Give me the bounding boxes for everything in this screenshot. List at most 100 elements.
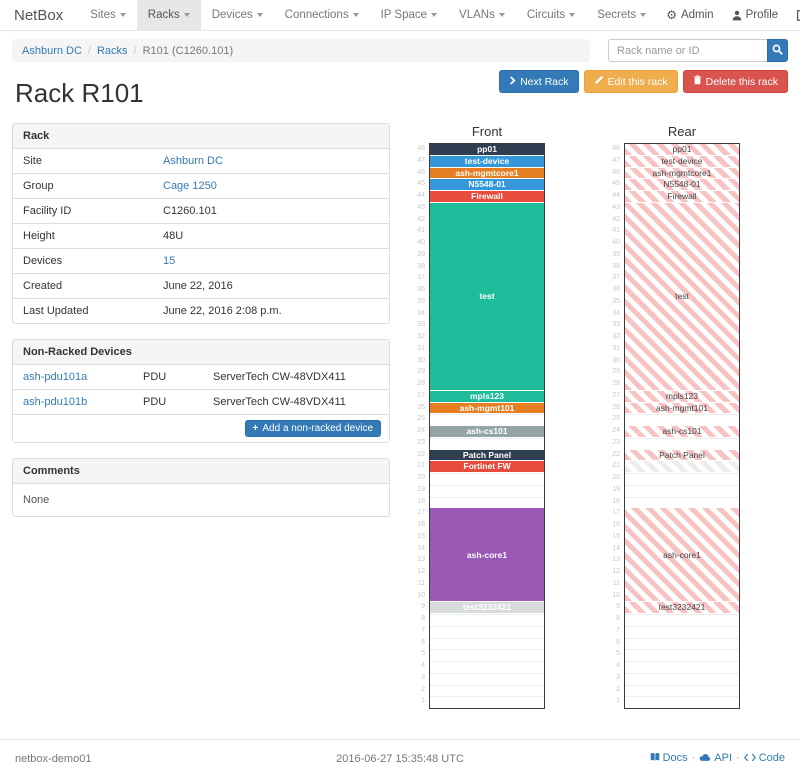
nav-item-log-out[interactable]: Log out [787, 9, 800, 21]
rear-rack-device-test3232421[interactable]: test3232421 [625, 602, 739, 613]
next-rack-button[interactable]: Next Rack [499, 70, 579, 93]
device-link[interactable]: ash-pdu101b [23, 396, 88, 408]
search-input[interactable] [608, 39, 767, 62]
front-rack-device-ash-mgmt101[interactable]: ash-mgmt101 [430, 402, 544, 414]
unit-number: 37 [417, 274, 425, 282]
rack-elevations: Front 48 47 46 45 44 43 42 41 40 39 38 37 36 35 34 33 32… [412, 123, 740, 709]
unit-number: 17 [417, 509, 425, 517]
breadcrumb-link[interactable]: Racks [96, 44, 128, 57]
nav-item-admin[interactable]: ⚙ Admin [666, 8, 714, 22]
nav-item-profile[interactable]: Profile [723, 9, 788, 21]
unit-number: 22 [417, 450, 425, 458]
front-rack-device-ash-mgmtcore1[interactable]: ash-mgmtcore1 [430, 167, 544, 179]
footer-link-code[interactable]: Code [743, 752, 785, 764]
unit-number: 48 [417, 145, 425, 152]
front-rack-device-pp01[interactable]: pp01 [430, 144, 544, 155]
front-rack-device-fortinet-fw[interactable]: Fortinet FW [430, 461, 544, 472]
front-rack-device-ash-core1[interactable]: ash-core1 [430, 508, 544, 602]
nav-item-devices[interactable]: Devices [201, 0, 274, 30]
book-icon [650, 752, 660, 765]
main-content: Rack Site Ashburn DC Group Cage 1250 Facilit… [0, 123, 800, 709]
unit-number: 40 [612, 239, 620, 246]
plus-icon: + [252, 423, 259, 434]
delete-rack-button[interactable]: Delete this rack [682, 70, 788, 93]
rear-rack-device-n5548-01[interactable]: N5548-01 [625, 179, 739, 190]
attr-value: Ashburn DC [153, 149, 389, 174]
front-rack-device-n5548-01[interactable]: N5548-01 [430, 179, 544, 190]
unit-number: 21 [417, 462, 425, 470]
unit-number: 31 [417, 344, 425, 352]
front-rack-device-firewall[interactable]: Firewall [430, 191, 544, 202]
front-rack-device-test3232421[interactable]: test3232421 [430, 602, 544, 613]
footer-link-docs[interactable]: Docs [650, 752, 688, 764]
rack-search [608, 39, 788, 62]
front-rack-device-test-device[interactable]: test-device [430, 155, 544, 167]
rack-unit-divider [430, 649, 544, 651]
nav-item-circuits[interactable]: Circuits [516, 0, 586, 30]
breadcrumb-link[interactable]: Ashburn DC [22, 44, 82, 57]
footer-separator: · [736, 752, 740, 764]
search-button[interactable] [767, 39, 788, 62]
front-rack-device-ash-cs101[interactable]: ash-cs101 [430, 426, 544, 437]
attr-value-link[interactable]: Cage 1250 [163, 180, 217, 192]
attr-value-link[interactable]: 15 [163, 255, 176, 267]
rear-rack-device-ash-mgmt101[interactable]: ash-mgmt101 [625, 402, 739, 414]
front-rack-device-patch-panel[interactable]: Patch Panel [430, 449, 544, 461]
add-non-racked-device-button[interactable]: + Add a non-racked device [244, 420, 381, 437]
rear-rack-device-test-device[interactable]: test-device [625, 155, 739, 167]
rack-unit-divider [625, 414, 739, 416]
nav-item-sites[interactable]: Sites [79, 0, 137, 30]
nav-item-ip-space[interactable]: IP Space [370, 0, 448, 30]
nav-item-secrets[interactable]: Secrets [586, 0, 657, 30]
rear-rack-device-firewall[interactable]: Firewall [625, 191, 739, 202]
rear-rack-device-pp01[interactable]: pp01 [625, 144, 739, 155]
rack-unit-divider [430, 484, 544, 486]
rack-unit-divider [430, 696, 544, 698]
unit-number: 20 [612, 474, 620, 481]
rear-rack-device-mpls123[interactable]: mpls123 [625, 390, 739, 402]
attr-value-link[interactable]: Ashburn DC [163, 155, 223, 167]
rear-rack-device-patch-panel[interactable]: Patch Panel [625, 449, 739, 461]
unit-number: 25 [417, 415, 425, 423]
non-racked-device-row: ash-pdu101b PDU ServerTech CW-48VDX411 [13, 389, 389, 414]
footer-link-api[interactable]: API [699, 752, 732, 764]
nav-menu: Sites Racks Devices Connections IP Space VLAN… [79, 0, 657, 30]
unit-number: 8 [421, 615, 425, 622]
unit-number: 45 [612, 180, 620, 188]
unit-number: 35 [417, 297, 425, 305]
unit-number: 18 [612, 497, 620, 505]
device-type-cell: PDU [143, 371, 167, 383]
unit-number: 4 [616, 662, 620, 669]
rear-rack-device-ash-cs101[interactable]: ash-cs101 [625, 426, 739, 437]
unit-number: 11 [612, 579, 620, 587]
unit-number: 15 [612, 532, 620, 540]
unit-number: 34 [612, 309, 620, 317]
chevron-down-icon [119, 13, 126, 17]
brand[interactable]: NetBox [14, 6, 64, 24]
unit-number: 23 [417, 438, 425, 446]
attr-value: June 22, 2016 [153, 273, 389, 299]
breadcrumb-separator: / [87, 44, 91, 57]
unit-number: 9 [616, 603, 620, 611]
front-rack-device-test[interactable]: test [430, 202, 544, 390]
rack-unit-divider [625, 637, 739, 639]
rear-rack-device-ash-core1[interactable]: ash-core1 [625, 508, 739, 602]
front-rack-device-mpls123[interactable]: mpls123 [430, 390, 544, 402]
nav-item-racks[interactable]: Racks [136, 0, 201, 30]
logout-icon [796, 9, 800, 21]
attr-label: Last Updated [13, 298, 153, 323]
unit-number: 29 [612, 368, 620, 376]
edit-rack-button[interactable]: Edit this rack [583, 70, 678, 93]
device-link[interactable]: ash-pdu101a [23, 371, 88, 383]
rear-rack-device-ash-mgmtcore1[interactable]: ash-mgmtcore1 [625, 167, 739, 179]
rear-rack-device-test[interactable]: test [625, 202, 739, 390]
unit-number: 28 [417, 380, 425, 387]
attr-label: Created [13, 273, 153, 299]
nav-item-vlans[interactable]: VLANs [448, 0, 516, 30]
chevron-down-icon [352, 13, 359, 17]
breadcrumb-separator: / [133, 44, 137, 57]
device-model-cell: ServerTech CW-48VDX411 [203, 389, 389, 414]
rack-attr-row: Group Cage 1250 [13, 173, 389, 199]
nav-item-connections[interactable]: Connections [274, 0, 370, 30]
